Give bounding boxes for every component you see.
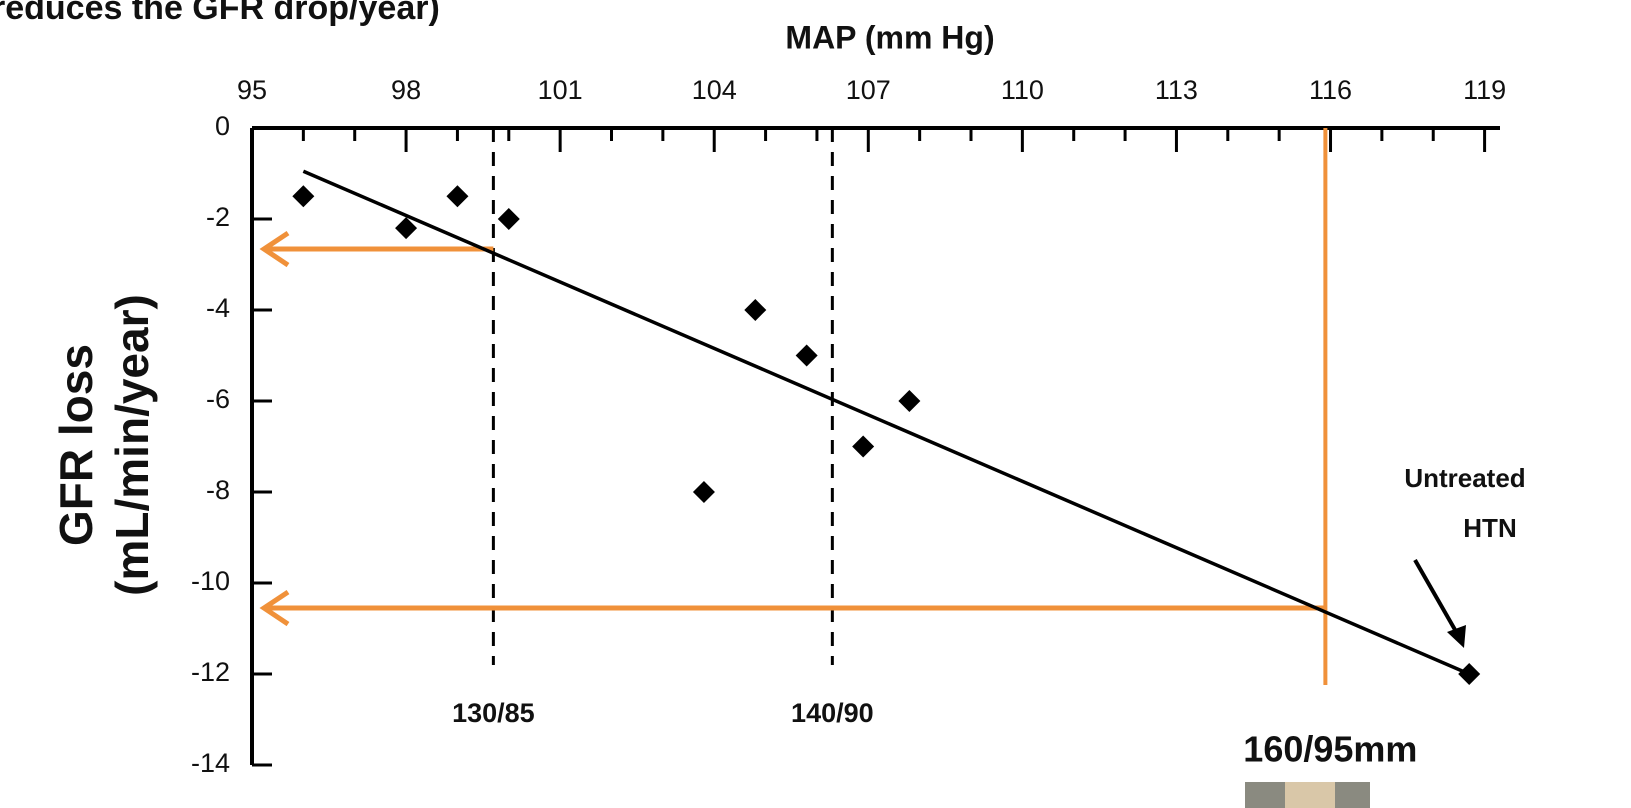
data-point: [744, 299, 767, 321]
reference-label: 130/85: [452, 698, 535, 728]
annotation-arrow: [1413, 559, 1460, 636]
x-tick-label: 119: [1463, 75, 1506, 105]
reference-label: 140/90: [791, 698, 874, 728]
x-tick-label: 110: [1001, 75, 1044, 105]
annotation: HTN: [1463, 513, 1516, 543]
annotation: Untreated: [1404, 463, 1525, 493]
y-tick-label: -6: [206, 384, 230, 414]
y-tick-label: -8: [206, 475, 230, 505]
data-point: [292, 185, 315, 208]
photo-face: [1285, 782, 1335, 808]
y-tick-label: -4: [206, 293, 230, 323]
x-tick-label: 98: [391, 75, 421, 105]
data-point: [497, 208, 520, 230]
data-point: [852, 435, 875, 458]
y-tick-label: -2: [206, 202, 230, 232]
reference-label: 160/95mm: [1243, 729, 1417, 770]
data-point: [795, 344, 818, 367]
annotation-arrowhead: [1447, 625, 1466, 648]
trend-line: [302, 169, 1470, 676]
arrowhead: [259, 589, 290, 627]
data-point: [446, 185, 469, 208]
y-tick-label: -12: [191, 657, 230, 687]
y-axis-label: (mL/min/year): [106, 294, 158, 596]
x-tick-label: 116: [1309, 75, 1352, 105]
y-axis-label: GFR loss: [50, 344, 102, 546]
x-tick-label: 101: [538, 75, 583, 105]
arrowhead: [259, 230, 290, 268]
heading: reduces the GFR drop/year): [0, 0, 440, 27]
x-tick-label: 113: [1155, 75, 1198, 105]
y-tick-label: 0: [215, 111, 230, 141]
data-point: [1458, 663, 1481, 685]
data-point: [395, 217, 418, 240]
data-point: [692, 481, 715, 503]
y-tick-label: -14: [191, 748, 230, 778]
x-tick-label: 95: [237, 75, 267, 105]
y-tick-label: -10: [191, 566, 230, 596]
data-point: [898, 390, 921, 412]
x-tick-label: 104: [692, 75, 737, 105]
x-tick-label: 107: [846, 75, 891, 105]
chart-title: MAP (mm Hg): [785, 19, 994, 55]
